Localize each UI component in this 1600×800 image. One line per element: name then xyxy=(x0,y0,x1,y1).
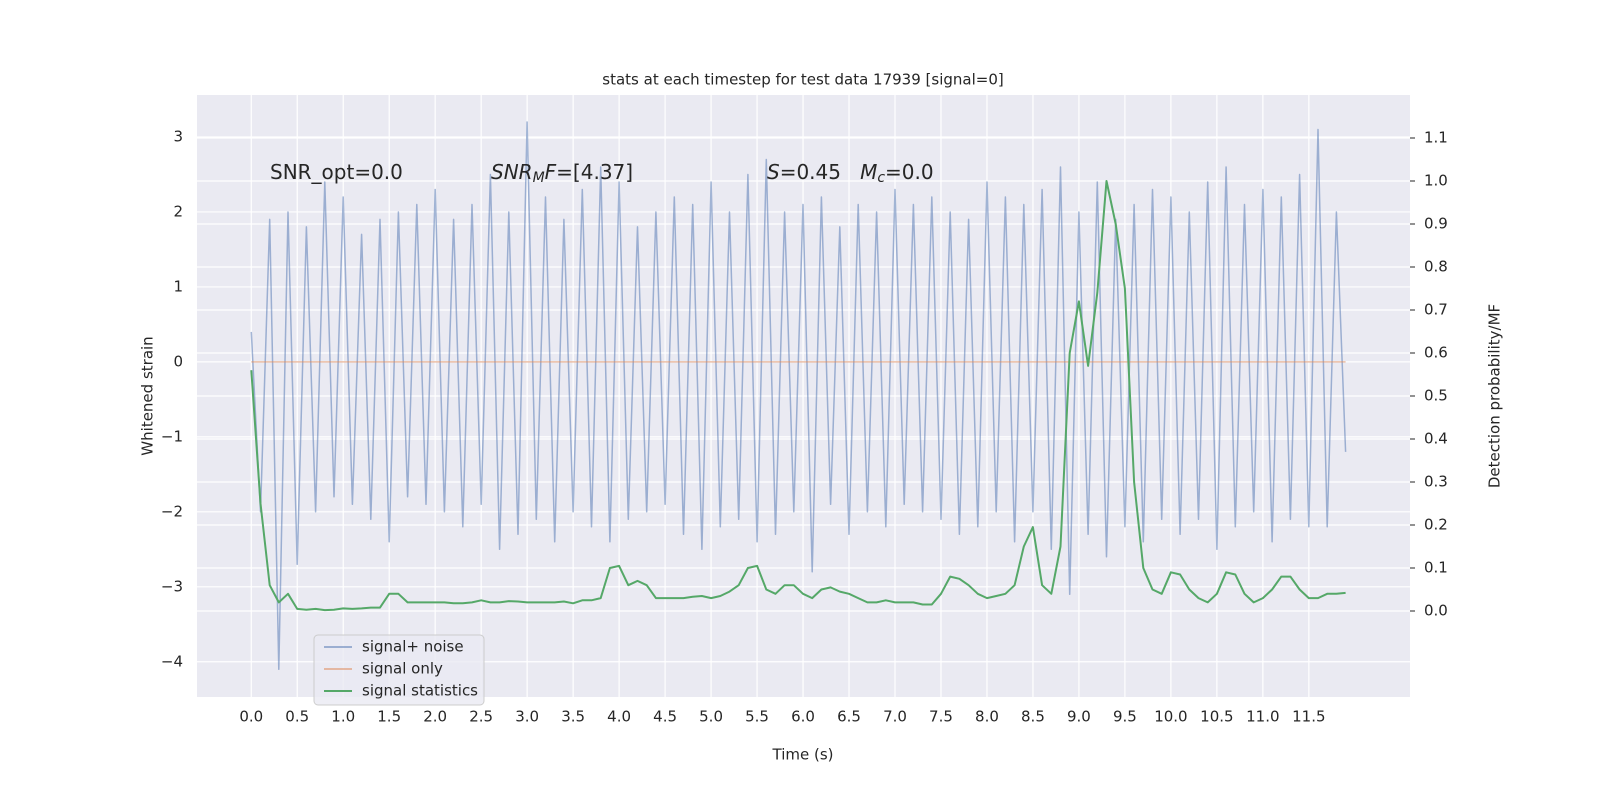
annotation-part: F xyxy=(545,160,557,184)
y2-tick-label: 1.1 xyxy=(1424,129,1448,147)
annotation-part: c xyxy=(877,170,885,186)
y2-axis-label: Detection probability/MF xyxy=(1486,304,1504,488)
x-tick-label: 6.5 xyxy=(837,708,861,726)
y2-tick-label: 0.8 xyxy=(1424,258,1448,276)
y-tick-label: 1 xyxy=(173,277,183,295)
x-tick-label: 5.0 xyxy=(699,708,723,726)
y-tick-label: 0 xyxy=(173,352,183,370)
y2-tick-label: 0.3 xyxy=(1424,473,1448,491)
x-tick-label: 7.5 xyxy=(929,708,953,726)
x-tick-label: 5.5 xyxy=(745,708,769,726)
series-line xyxy=(250,121,1347,671)
annotation-part: =[4.37] xyxy=(556,160,633,184)
annotation-part: S xyxy=(767,160,780,184)
x-tick-label: 2.0 xyxy=(423,708,447,726)
x-tick-label: 7.0 xyxy=(883,708,907,726)
x-tick-label: 8.0 xyxy=(975,708,999,726)
y2-tick-label: 0.0 xyxy=(1424,602,1448,620)
y-tick-label: −3 xyxy=(161,577,183,595)
annotation-part: M xyxy=(533,170,545,186)
x-tick-label: 8.5 xyxy=(1021,708,1045,726)
annotation-part: M xyxy=(860,160,877,184)
x-tick-label: 4.0 xyxy=(607,708,631,726)
y-tick-label: −4 xyxy=(161,652,183,670)
annotation-part: =0.0 xyxy=(885,160,934,184)
y2-tick-label: 0.4 xyxy=(1424,430,1448,448)
y-tick-label: 3 xyxy=(173,127,183,145)
legend-label: signal+ noise xyxy=(362,638,464,656)
annotation: SNR_opt=0.0 xyxy=(270,160,403,184)
x-tick-label: 0.5 xyxy=(285,708,309,726)
legend: signal+ noise signal only signal statistic… xyxy=(313,634,485,706)
annotation: SNRMF=[4.37] xyxy=(491,160,633,187)
x-tick-label: 11.5 xyxy=(1292,708,1325,726)
legend-label: signal only xyxy=(362,660,443,678)
x-tick-label: 9.5 xyxy=(1113,708,1137,726)
y-axis-label: Whitened strain xyxy=(139,336,157,455)
x-tick-label: 4.5 xyxy=(653,708,677,726)
y2-tick-label: 0.7 xyxy=(1424,301,1448,319)
x-tick-label: 6.0 xyxy=(791,708,815,726)
annotation-part: SNR xyxy=(491,160,533,184)
y-tick-label: 2 xyxy=(173,202,183,220)
x-tick-label: 10.0 xyxy=(1154,708,1187,726)
annotation: S=0.45 Mc=0.0 xyxy=(767,160,934,187)
x-tick-label: 1.0 xyxy=(331,708,355,726)
x-tick-label: 0.0 xyxy=(239,708,263,726)
x-axis-label: Time (s) xyxy=(772,746,834,764)
legend-box xyxy=(313,634,485,706)
x-tick-label: 3.0 xyxy=(515,708,539,726)
x-tick-label: 11.0 xyxy=(1246,708,1279,726)
x-tick-label: 3.5 xyxy=(561,708,585,726)
y2-tick-label: 0.6 xyxy=(1424,344,1448,362)
y2-tick-label: 0.1 xyxy=(1424,559,1448,577)
y-tick-label: −1 xyxy=(161,427,183,445)
x-tick-label: 2.5 xyxy=(469,708,493,726)
y2-tick-label: 0.5 xyxy=(1424,387,1448,405)
y-tick-label: −2 xyxy=(161,502,183,520)
chart-title: stats at each timestep for test data 179… xyxy=(602,71,1003,89)
series-line xyxy=(250,180,1346,612)
y2-tick-label: 0.2 xyxy=(1424,516,1448,534)
x-tick-label: 9.0 xyxy=(1067,708,1091,726)
y2-tick-label: 1.0 xyxy=(1424,172,1448,190)
annotation-part: =0.45 xyxy=(780,160,860,184)
y2-tick-label: 0.9 xyxy=(1424,215,1448,233)
annotation-part: SNR_opt=0.0 xyxy=(270,160,403,184)
x-tick-label: 1.5 xyxy=(377,708,401,726)
legend-label: signal statistics xyxy=(362,682,478,700)
x-tick-label: 10.5 xyxy=(1200,708,1233,726)
